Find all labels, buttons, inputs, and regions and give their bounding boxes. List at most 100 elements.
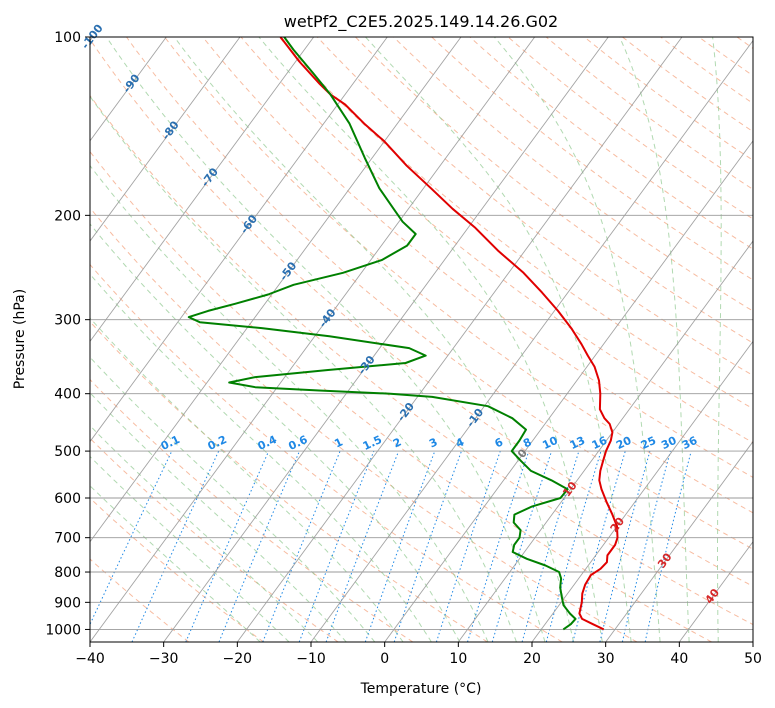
dry-adiabat-line [90, 497, 264, 642]
dry-adiabat-line [90, 378, 414, 642]
mixing-ratio-line [364, 450, 436, 642]
mixing-ratio-line [491, 450, 553, 642]
mixing-ratio-line [545, 450, 602, 642]
mixing-ratio-line [572, 450, 626, 642]
mixing-ratio-label: 0.1 [159, 433, 182, 453]
moist-adiabat-line [90, 392, 347, 642]
moist-adiabat-line [90, 273, 432, 642]
isotherm-line [605, 440, 753, 642]
y-tick-label: 400 [54, 387, 81, 403]
mixing-ratio-line [393, 450, 462, 642]
isotherm-value-label: -40 [316, 306, 339, 330]
isotherm-line [90, 37, 167, 142]
isotherm-value-label: 40 [703, 586, 723, 606]
mixing-ratio-label: 36 [680, 434, 700, 452]
y-tick-label: 600 [54, 491, 81, 507]
isotherm-value-label: -20 [395, 400, 418, 424]
moist-adiabat-line [90, 317, 404, 642]
mixing-ratio-line [644, 450, 692, 642]
mixing-ratio-line [298, 450, 375, 642]
grid-layer [90, 37, 753, 642]
x-tick-label: 40 [670, 651, 688, 667]
moist-adiabat-line [365, 37, 632, 642]
dry-adiabat-line [736, 37, 753, 50]
dry-adiabat-line [698, 37, 753, 77]
y-tick-label: 500 [54, 444, 81, 460]
mixing-ratio-label: 0.2 [206, 433, 229, 453]
isotherm-line [90, 37, 388, 443]
moist-adiabat-line [619, 37, 690, 642]
dry-adiabat-line [90, 150, 712, 642]
chart-title: wetPf2_C2E5.2025.149.14.26.G02 [284, 12, 558, 32]
y-axis-label: Pressure (hPa) [12, 289, 28, 389]
mixing-ratio-line [621, 450, 671, 642]
isotherm-line [90, 37, 241, 242]
isotherm-line [384, 140, 753, 642]
moist-adiabat-line [494, 37, 661, 642]
dry-adiabat-line [90, 94, 753, 626]
mixing-ratio-label: 30 [659, 434, 679, 452]
dry-adiabat-line [90, 321, 488, 642]
isotherm-value-label: 20 [608, 515, 628, 535]
mixing-ratio-line [262, 450, 341, 642]
isotherm-value-label: 30 [655, 550, 675, 570]
dry-adiabat-line [545, 37, 753, 190]
mixing-ratio-label: 25 [639, 434, 658, 452]
y-tick-label: 1000 [45, 622, 81, 638]
plot-frame [89, 36, 754, 643]
series-layer [187, 37, 619, 631]
moist-adiabat-line [90, 424, 319, 642]
moist-adiabat-line [90, 455, 290, 642]
isotherm-line [90, 37, 536, 642]
dry-adiabat-line [316, 37, 753, 377]
moist-adiabat-line [90, 223, 461, 642]
y-tick-label: 200 [54, 208, 81, 224]
moist-adiabat-line [90, 485, 261, 642]
mixing-ratio-line [185, 450, 270, 642]
isotherm-value-label: -90 [120, 71, 143, 95]
mixing-ratio-line [90, 450, 173, 626]
mixing-ratio-line [325, 450, 400, 642]
y-tick-label: 300 [54, 313, 81, 329]
isotherm-value-label: -30 [355, 353, 378, 377]
dry-adiabat-line [431, 37, 753, 281]
isotherm-line [531, 340, 753, 642]
mixing-ratio-line [599, 450, 651, 642]
y-tick-label: 900 [54, 595, 81, 611]
isotherm-line [90, 37, 315, 343]
temperature-line [279, 37, 619, 631]
axis-layer: −40 −30 −20 −10 0 10 20 30 40 5010020030040050060… [45, 30, 762, 667]
x-tick-label: −30 [149, 651, 179, 667]
moist-adiabat-line [90, 95, 517, 642]
x-tick-label: −20 [223, 651, 253, 667]
isotherm-line [163, 37, 609, 642]
mixing-ratio-label: 16 [590, 434, 610, 452]
mixing-ratio-line [467, 450, 530, 642]
dry-adiabat-line [355, 37, 753, 344]
mixing-ratio-line [218, 450, 300, 642]
moist-adiabat-line [173, 37, 575, 642]
isotherm-line [236, 37, 683, 642]
dry-adiabat-line [240, 37, 753, 444]
dry-adiabat-line [164, 37, 753, 514]
moist-adiabat-line [90, 356, 376, 642]
mixing-ratio-label: 0.6 [286, 433, 309, 453]
mixing-ratio-label: 6 [493, 435, 506, 450]
mixing-ratio-label: 10 [540, 434, 560, 452]
mixing-ratio-line [435, 450, 501, 642]
isotherm-line [90, 37, 462, 543]
mixing-ratio-label: 1 [332, 435, 344, 450]
x-tick-label: 20 [523, 651, 541, 667]
dry-adiabat-line [622, 37, 753, 133]
isotherm-value-label: -50 [277, 259, 300, 283]
mixing-ratio-line [521, 450, 580, 642]
x-tick-label: −40 [75, 651, 105, 667]
mixing-ratio-label: 8 [521, 435, 533, 450]
isotherm-value-label: -80 [159, 118, 182, 142]
x-tick-label: 50 [744, 651, 762, 667]
mixing-ratio-label: 4 [454, 435, 467, 450]
x-axis-label: Temperature (°C) [360, 681, 482, 697]
moist-adiabat-line [712, 37, 722, 642]
isotherm-line [457, 240, 753, 642]
